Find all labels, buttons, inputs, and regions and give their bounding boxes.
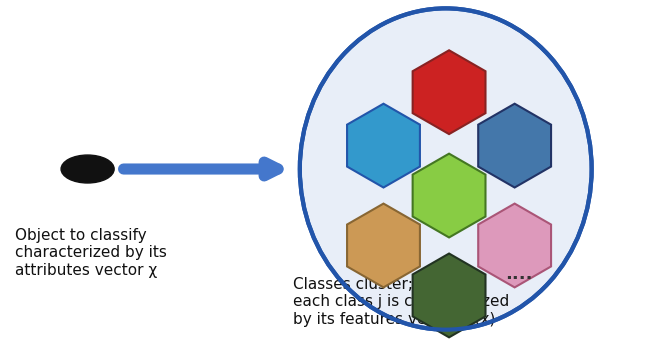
Polygon shape	[347, 203, 420, 287]
Ellipse shape	[300, 8, 591, 330]
Text: ....: ....	[505, 265, 532, 283]
Polygon shape	[478, 203, 551, 287]
Text: Classes cluster;
each class j is characterized
by its features vector Fj(x): Classes cluster; each class j is charact…	[293, 277, 509, 327]
Polygon shape	[347, 104, 420, 188]
Text: Object to classify
characterized by its
attributes vector χ: Object to classify characterized by its …	[15, 228, 166, 278]
Polygon shape	[478, 104, 551, 188]
Polygon shape	[413, 50, 486, 134]
Circle shape	[61, 155, 114, 183]
Polygon shape	[413, 154, 486, 238]
Polygon shape	[413, 253, 486, 337]
